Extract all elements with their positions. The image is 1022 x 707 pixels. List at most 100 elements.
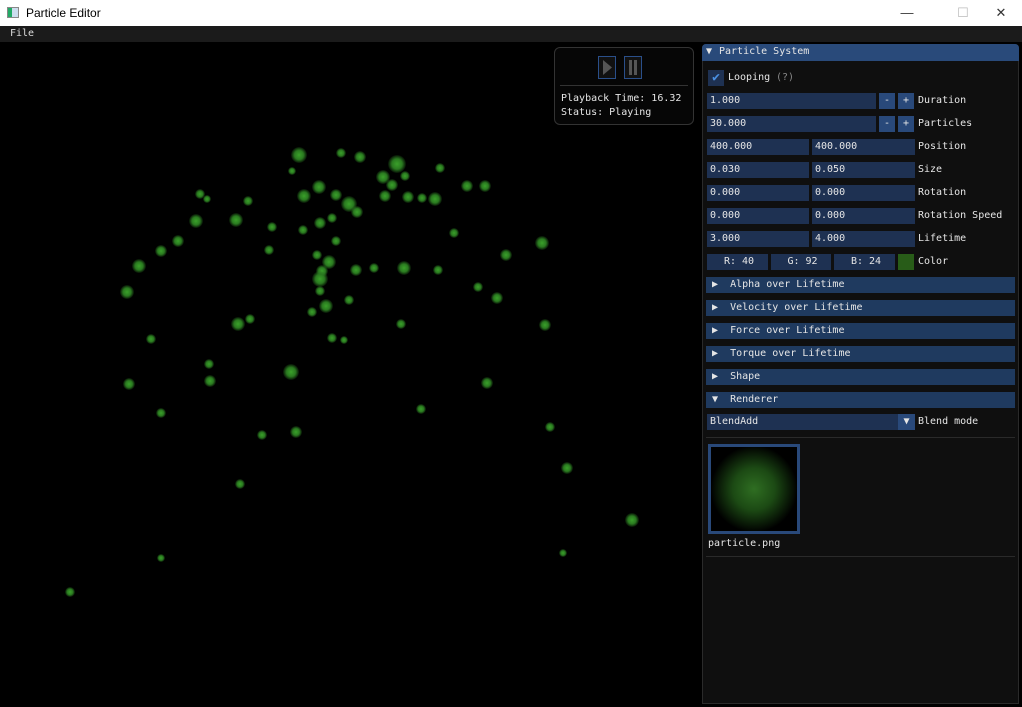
position-x-input[interactable]: 400.000 [707,139,809,155]
particle [379,190,391,202]
particle [264,245,274,255]
panel-header[interactable]: ▼ Particle System [702,44,1019,61]
section-velocity-over-lifetime[interactable]: ▶ Velocity over Lifetime [706,300,1015,316]
particle [288,167,296,175]
particle [291,147,307,163]
section-torque-over-lifetime[interactable]: ▶ Torque over Lifetime [706,346,1015,362]
particle [290,426,302,438]
particle [491,292,503,304]
rotation-min-input[interactable]: 0.000 [707,185,809,201]
color-b-input[interactable]: B: 24 [834,254,895,270]
texture-filename: particle.png [708,538,781,549]
particle [330,189,342,201]
particle [396,319,406,329]
particle [433,265,443,275]
particles-input[interactable]: 30.000 [707,116,876,132]
particle [336,148,346,158]
particle [340,336,348,344]
expand-arrow-icon: ▶ [712,325,719,336]
particle [625,513,639,527]
particle [539,319,551,331]
section-alpha-over-lifetime[interactable]: ▶ Alpha over Lifetime [706,277,1015,293]
particle [402,191,414,203]
duration-plus-button[interactable]: + [898,93,914,109]
particle [350,264,362,276]
particle [327,213,337,223]
particle [535,236,549,250]
color-g-input[interactable]: G: 92 [771,254,831,270]
color-swatch[interactable] [898,254,914,270]
particle [561,462,573,474]
section-force-over-lifetime[interactable]: ▶ Force over Lifetime [706,323,1015,339]
duration-minus-button[interactable]: - [879,93,895,109]
pause-icon [629,60,637,75]
close-button[interactable]: ✕ [995,5,1007,20]
rotation-speed-min-input[interactable]: 0.000 [707,208,809,224]
lifetime-min-input[interactable]: 3.000 [707,231,809,247]
particle [172,235,184,247]
duration-label: Duration [918,95,967,106]
particle [245,314,255,324]
minimize-button[interactable]: — [900,5,914,20]
particle [307,307,317,317]
particle [344,295,354,305]
maximize-button[interactable]: ☐ [957,5,969,20]
divider [560,85,688,86]
particle [204,375,216,387]
size-label: Size [918,164,943,175]
particle [559,549,567,557]
particle [157,554,165,562]
particle-viewport[interactable] [0,42,702,707]
particle [312,271,328,287]
rotation-speed-max-input[interactable]: 0.000 [812,208,915,224]
help-marker[interactable]: (?) [776,72,795,83]
particle [298,225,308,235]
section-label: Alpha over Lifetime [730,279,845,290]
blend-mode-select[interactable]: BlendAdd [707,414,898,430]
menu-file[interactable]: File [10,28,35,39]
chevron-down-icon: ▼ [903,416,910,427]
particle [229,213,243,227]
blend-mode-dropdown-button[interactable]: ▼ [898,414,915,430]
expand-arrow-icon: ▶ [712,302,719,313]
particle [314,217,326,229]
particle [400,171,410,181]
window-title: Particle Editor [26,6,101,20]
particle [428,192,442,206]
particle [479,180,491,192]
particle [235,479,245,489]
expand-arrow-icon: ▶ [712,279,719,290]
section-renderer[interactable]: ▼ Renderer [706,392,1015,408]
color-r-input[interactable]: R: 40 [707,254,768,270]
position-y-input[interactable]: 400.000 [812,139,915,155]
particle [156,408,166,418]
rotation-label: Rotation [918,187,967,198]
particle [312,180,326,194]
particles-minus-button[interactable]: - [879,116,895,132]
particle [386,179,398,191]
lifetime-max-input[interactable]: 4.000 [812,231,915,247]
duration-input[interactable]: 1.000 [707,93,876,109]
particle [243,196,253,206]
section-label: Force over Lifetime [730,325,845,336]
particle [473,282,483,292]
particle [315,286,325,296]
particle [267,222,277,232]
playback-time: Playback Time: 16.32 [561,93,682,104]
particle [435,163,445,173]
pause-button[interactable] [624,56,642,79]
particles-plus-button[interactable]: + [898,116,914,132]
size-max-input[interactable]: 0.050 [812,162,915,178]
particle [283,364,299,380]
looping-checkbox[interactable]: ✔ [708,70,724,86]
particle [449,228,459,238]
size-min-input[interactable]: 0.030 [707,162,809,178]
blend-mode-label-text: Blend mode [918,416,979,427]
particle [417,193,427,203]
expand-arrow-icon: ▶ [712,348,719,359]
play-button[interactable] [598,56,616,79]
section-label: Torque over Lifetime [730,348,851,359]
rotation-max-input[interactable]: 0.000 [812,185,915,201]
section-shape[interactable]: ▶ Shape [706,369,1015,385]
texture-preview[interactable] [708,444,800,534]
